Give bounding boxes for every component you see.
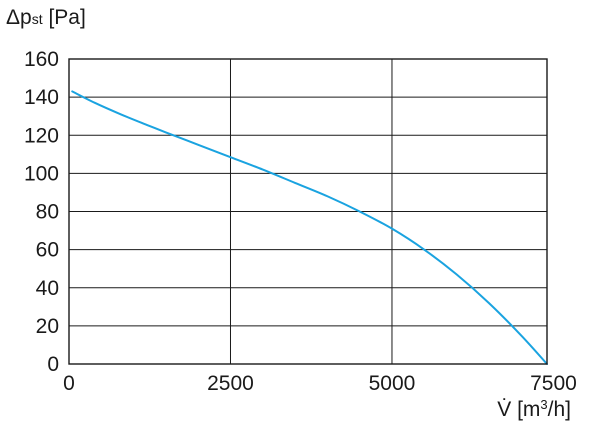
x-axis-title: V̇ [m3/h] [497, 397, 571, 421]
y-tick-label: 0 [47, 353, 59, 376]
y-axis-title-unit: [Pa] [43, 6, 86, 29]
x-axis-title-unit-open: [m [511, 398, 540, 421]
y-axis-title: Δpst [Pa] [6, 6, 86, 29]
y-tick-label: 40 [36, 277, 59, 300]
x-axis-title-unit-superscript: 3 [540, 397, 547, 412]
x-tick-label: 2500 [207, 372, 254, 395]
x-tick-label: 5000 [369, 372, 416, 395]
series-layer [71, 90, 548, 365]
y-tick-label: 20 [36, 315, 59, 338]
y-tick-label: 80 [36, 201, 59, 224]
grid-lines [69, 59, 547, 364]
y-axis-title-delta: Δp [6, 6, 32, 29]
y-tick-label: 100 [24, 162, 59, 185]
x-tick-label: 7500 [530, 372, 577, 395]
y-tick-label: 140 [24, 86, 59, 109]
plot-frame [68, 58, 548, 365]
x-tick-label: 0 [63, 372, 75, 395]
x-axis-title-symbol: V̇ [497, 398, 511, 421]
y-tick-label: 120 [24, 124, 59, 147]
series-line [71, 90, 548, 365]
x-axis-title-unit-close: /h] [548, 398, 571, 421]
y-axis-title-subscript: st [32, 11, 43, 27]
tick-labels: 0 20 40 60 80 100 120 140 160 0 2500 5000 7500 [24, 48, 577, 395]
y-tick-label: 60 [36, 239, 59, 262]
y-tick-label: 160 [24, 48, 59, 71]
